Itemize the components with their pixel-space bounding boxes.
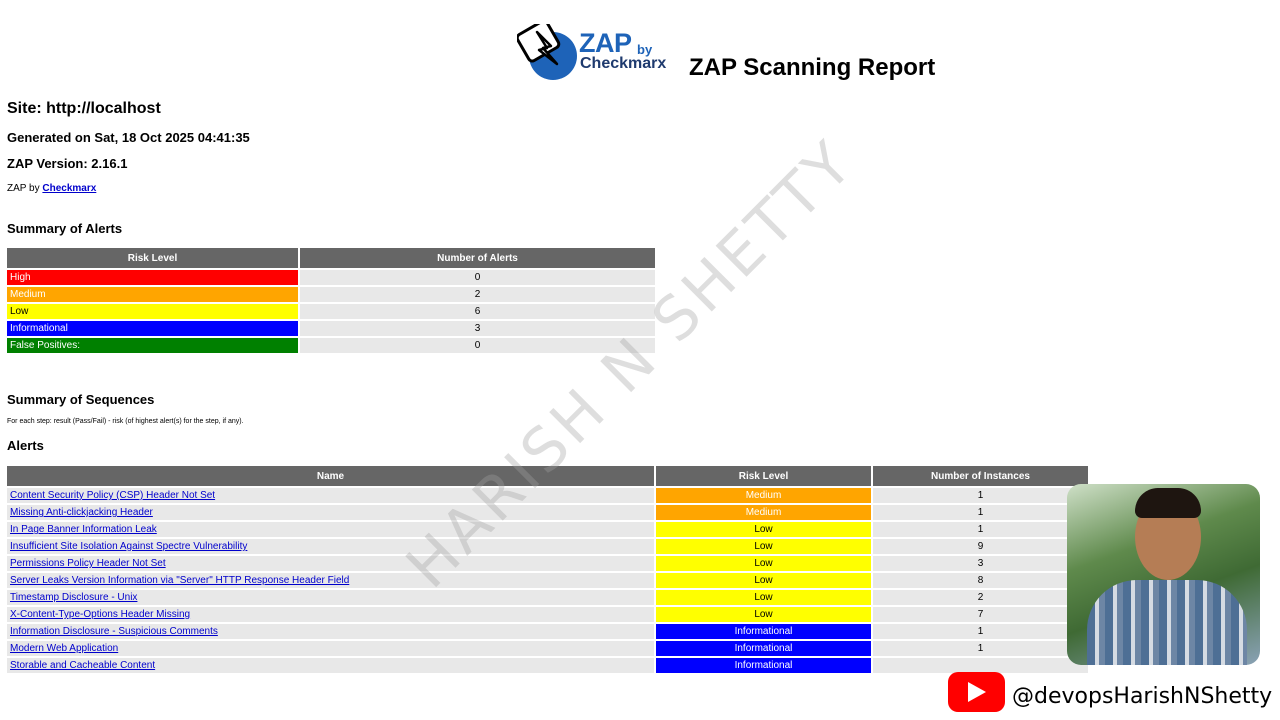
alert-row: Missing Anti-clickjacking Header Medium …	[7, 505, 1088, 520]
alert-risk: Low	[656, 556, 871, 571]
risk-label-high: High	[7, 270, 298, 285]
alert-link[interactable]: Content Security Policy (CSP) Header Not…	[10, 490, 216, 501]
alert-risk: Medium	[656, 488, 871, 503]
summary-row-medium: Medium 2	[7, 287, 655, 302]
alert-instances: 1	[873, 522, 1088, 537]
summary-row-high: High 0	[7, 270, 655, 285]
report-title: ZAP Scanning Report	[689, 54, 936, 81]
checkmarx-link[interactable]: Checkmarx	[42, 183, 97, 194]
alert-instances: 8	[873, 573, 1088, 588]
alert-risk: Informational	[656, 641, 871, 656]
risk-label-false-positives: False Positives:	[7, 338, 298, 353]
youtube-play-icon	[968, 682, 986, 702]
count-high: 0	[300, 270, 655, 285]
alert-row: Storable and Cacheable Content Informati…	[7, 658, 1088, 673]
presenter-photo	[1067, 484, 1260, 665]
alert-instances: 1	[873, 641, 1088, 656]
count-medium: 2	[300, 287, 655, 302]
summary-col-risk: Risk Level	[7, 248, 298, 268]
zap-lightning-logo-icon	[517, 24, 577, 80]
sequences-heading: Summary of Sequences	[7, 392, 155, 407]
summary-col-count: Number of Alerts	[300, 248, 655, 268]
alert-instances	[873, 658, 1088, 673]
summary-row-false-positives: False Positives: 0	[7, 338, 655, 353]
alert-link[interactable]: Server Leaks Version Information via "Se…	[10, 575, 350, 586]
youtube-handle: @devopsHarishNShetty	[1012, 684, 1273, 709]
summary-header-row: Risk Level Number of Alerts	[7, 248, 655, 268]
alert-instances: 3	[873, 556, 1088, 571]
alerts-heading: Alerts	[7, 438, 44, 453]
alert-link[interactable]: Storable and Cacheable Content	[10, 660, 156, 671]
alert-link[interactable]: In Page Banner Information Leak	[10, 524, 157, 535]
alert-row: Modern Web Application Informational 1	[7, 641, 1088, 656]
alert-link[interactable]: X-Content-Type-Options Header Missing	[10, 609, 191, 620]
summary-row-informational: Informational 3	[7, 321, 655, 336]
logo-checkmarx-text: Checkmarx	[580, 55, 667, 72]
count-false-positives: 0	[300, 338, 655, 353]
sequences-note: For each step: result (Pass/Fail) - risk…	[7, 418, 244, 425]
alert-risk: Low	[656, 590, 871, 605]
alert-link[interactable]: Timestamp Disclosure - Unix	[10, 592, 138, 603]
report-header: ZAP by Checkmarx ZAP Scanning Report	[0, 0, 1280, 95]
site-url: Site: http://localhost	[7, 100, 161, 117]
alert-row: X-Content-Type-Options Header Missing Lo…	[7, 607, 1088, 622]
alert-row: Content Security Policy (CSP) Header Not…	[7, 488, 1088, 503]
alert-link[interactable]: Modern Web Application	[10, 643, 119, 654]
risk-label-medium: Medium	[7, 287, 298, 302]
alert-link[interactable]: Information Disclosure - Suspicious Comm…	[10, 626, 218, 637]
alert-instances: 7	[873, 607, 1088, 622]
risk-label-low: Low	[7, 304, 298, 319]
alert-instances: 1	[873, 624, 1088, 639]
alert-instances: 1	[873, 505, 1088, 520]
alert-row: Permissions Policy Header Not Set Low 3	[7, 556, 1088, 571]
logo-by-text: by	[637, 42, 653, 57]
alert-instances: 1	[873, 488, 1088, 503]
alert-risk: Low	[656, 522, 871, 537]
alert-row: Server Leaks Version Information via "Se…	[7, 573, 1088, 588]
logo-zap-text: ZAP	[579, 28, 632, 58]
alert-link[interactable]: Permissions Policy Header Not Set	[10, 558, 166, 569]
alert-row: In Page Banner Information Leak Low 1	[7, 522, 1088, 537]
alert-instances: 9	[873, 539, 1088, 554]
photo-hair	[1135, 488, 1201, 518]
alert-link[interactable]: Insufficient Site Isolation Against Spec…	[10, 541, 248, 552]
alert-risk: Low	[656, 539, 871, 554]
count-informational: 3	[300, 321, 655, 336]
zap-by-line: ZAP by Checkmarx	[7, 183, 96, 194]
alerts-header-row: Name Risk Level Number of Instances	[7, 466, 1088, 486]
alert-instances: 2	[873, 590, 1088, 605]
alert-link[interactable]: Missing Anti-clickjacking Header	[10, 507, 153, 518]
alert-row: Insufficient Site Isolation Against Spec…	[7, 539, 1088, 554]
alert-row: Timestamp Disclosure - Unix Low 2	[7, 590, 1088, 605]
alerts-col-instances: Number of Instances	[873, 466, 1088, 486]
risk-label-informational: Informational	[7, 321, 298, 336]
alert-risk: Low	[656, 607, 871, 622]
alert-risk: Informational	[656, 658, 871, 673]
generated-timestamp: Generated on Sat, 18 Oct 2025 04:41:35	[7, 130, 250, 145]
count-low: 6	[300, 304, 655, 319]
summary-row-low: Low 6	[7, 304, 655, 319]
alert-risk: Informational	[656, 624, 871, 639]
summary-heading: Summary of Alerts	[7, 221, 123, 236]
alerts-col-name: Name	[7, 466, 654, 486]
youtube-icon	[948, 672, 1005, 712]
alerts-col-risk: Risk Level	[656, 466, 871, 486]
alert-risk: Medium	[656, 505, 871, 520]
alerts-table: Name Risk Level Number of Instances Cont…	[5, 464, 1090, 675]
alert-risk: Low	[656, 573, 871, 588]
photo-shirt	[1087, 580, 1247, 665]
zap-by-prefix: ZAP by	[7, 183, 40, 194]
alert-row: Information Disclosure - Suspicious Comm…	[7, 624, 1088, 639]
zap-version: ZAP Version: 2.16.1	[7, 156, 128, 171]
summary-table: Risk Level Number of Alerts High 0 Mediu…	[5, 246, 657, 355]
